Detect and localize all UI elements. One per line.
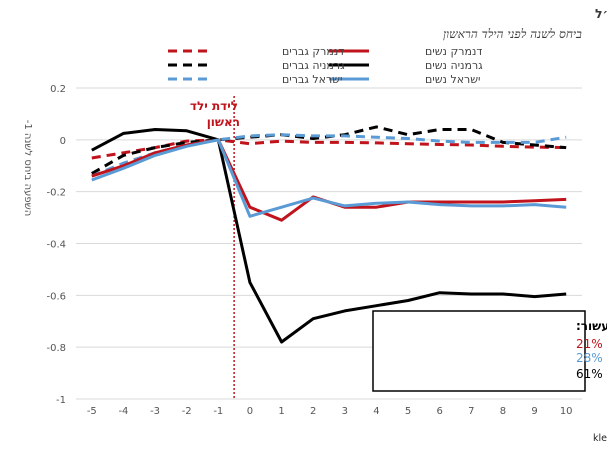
first-birth-label-line2: ראשון (207, 115, 240, 129)
x-tick-label: 7 (468, 406, 474, 417)
x-tick-label: 0 (247, 406, 253, 417)
series-line (91, 138, 567, 160)
x-tick-label: 8 (500, 406, 506, 417)
x-tick-label: 1 (278, 406, 284, 417)
penalty-box-line-germany: גרמניה - 61% (576, 367, 607, 381)
series-lines (91, 125, 567, 344)
penalty-box-line-israel: ישראל - 28% (576, 351, 607, 365)
y-tick-label: -0.6 (46, 291, 66, 302)
x-tick-label: 9 (531, 406, 537, 417)
legend-label: ישראל נשים (425, 73, 481, 86)
y-tick-label: 0.2 (50, 84, 66, 95)
y-axis-label: השפעה ביחס לשנה 1- (22, 120, 33, 217)
legend-label: ישראל גברים (282, 73, 342, 86)
series-line (91, 133, 567, 178)
series-line (91, 138, 567, 218)
legend-label: דנמרק גברים (282, 45, 344, 58)
x-tick-label: 6 (437, 406, 443, 417)
x-tick-label: -4 (118, 406, 128, 417)
y-tick-label: 0 (60, 136, 66, 147)
penalty-box: קנס האימהות לאחר עשור: דנמרק - 21% ישראל… (372, 310, 607, 392)
y-axis-ticks: 0.2 0 -0.2 -0.4 -0.6 -0.8 -1 (46, 84, 66, 406)
x-axis-ticks: -5 -4 -3 -2 -1 0 1 2 3 4 5 6 7 8 9 10 (87, 406, 573, 417)
x-tick-label: 2 (310, 406, 316, 417)
x-tick-label: 4 (373, 406, 379, 417)
legend-label: גרמניה גברים (282, 59, 345, 72)
y-tick-label: -0.4 (46, 240, 66, 251)
x-tick-label: -1 (213, 406, 223, 417)
x-tick-label: -5 (87, 406, 97, 417)
x-tick-label: -3 (150, 406, 160, 417)
chart-subtitle: ביחס לשנה לפני הילד הראשון (443, 27, 582, 41)
legend: דנמרק נשים דנמרק גברים גרמניה נשים גרמניה ג… (168, 45, 483, 86)
y-tick-label: -1 (56, 395, 66, 406)
penalty-box-frame (372, 310, 586, 392)
series-line (91, 128, 567, 344)
y-tick-label: -0.8 (46, 343, 66, 354)
x-tick-label: 10 (560, 406, 573, 417)
x-tick-label: -2 (182, 406, 192, 417)
first-birth-label-line1: לידת ילד (190, 99, 238, 113)
penalty-box-line-denmark: דנמרק - 21% (576, 337, 607, 351)
source-note: מקור: עיבודים של אגף הכלכלנית הראשית לנת… (593, 433, 607, 444)
y-tick-label: -0.2 (46, 188, 66, 199)
penalty-box-title: קנס האימהות לאחר עשור: (576, 319, 607, 333)
x-tick-label: 5 (405, 406, 411, 417)
x-tick-label: 3 (342, 406, 348, 417)
legend-label: גרמניה נשים (425, 59, 483, 72)
legend-label: דנמרק נשים (425, 45, 482, 58)
chart-title: תרשים 10: השפעת ההורות על ההכנסה השנתית … (595, 6, 607, 21)
